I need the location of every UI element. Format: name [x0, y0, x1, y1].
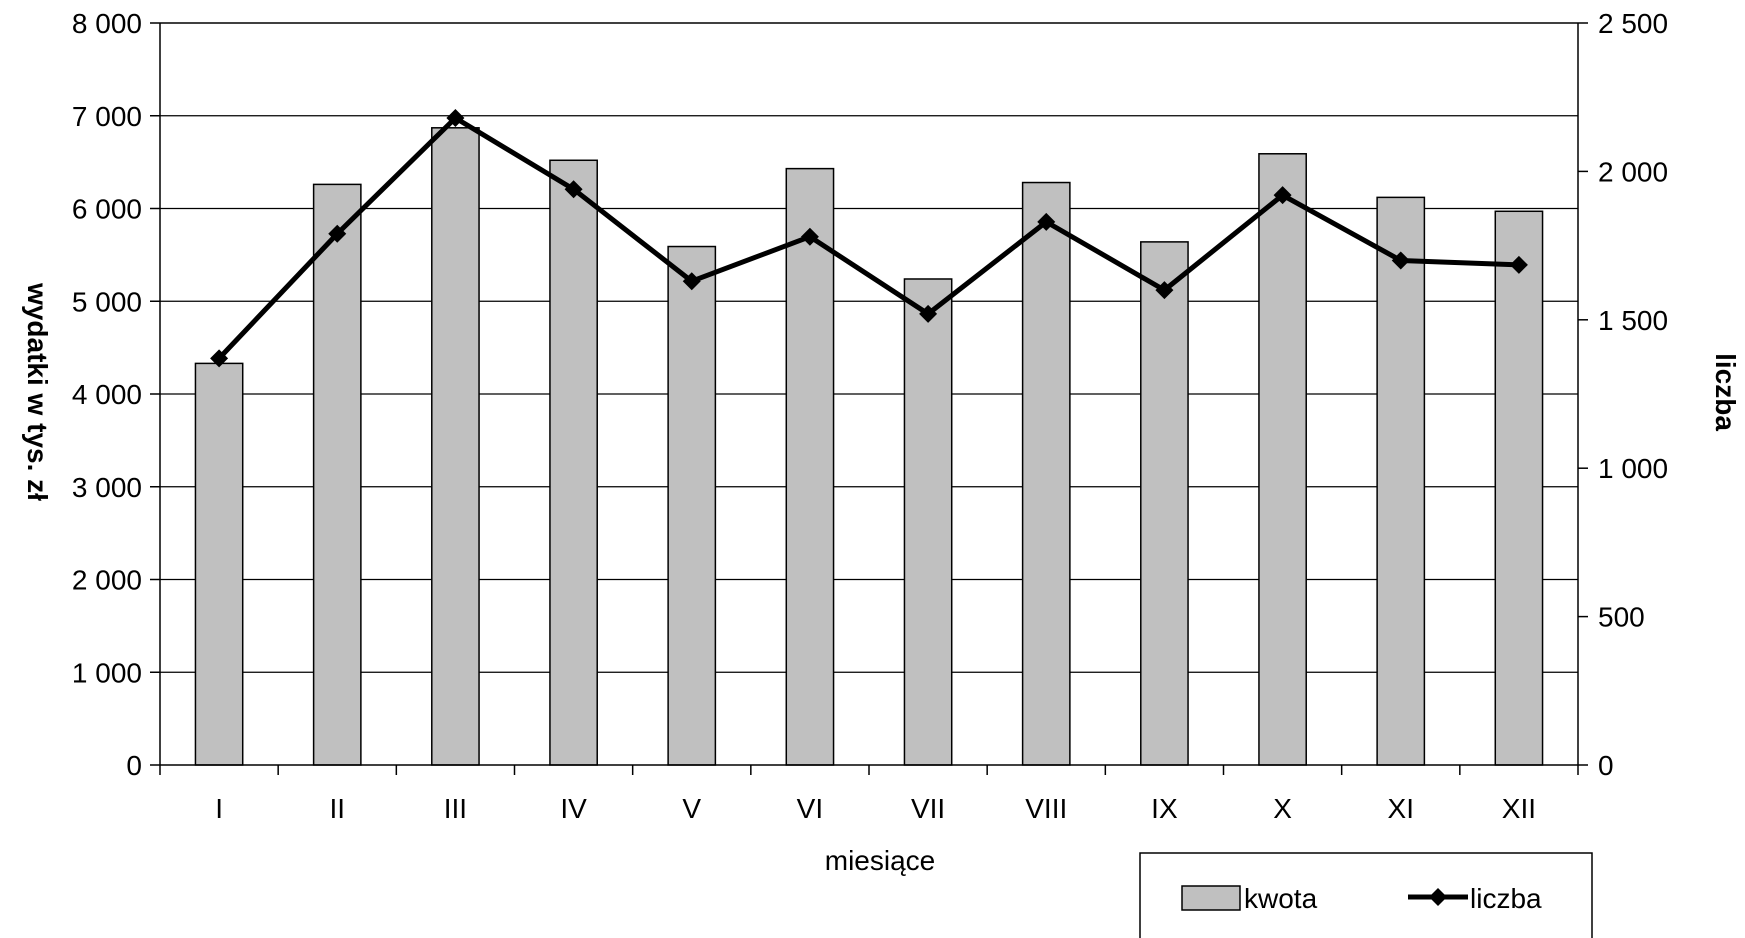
point-I	[210, 349, 229, 368]
right-tick-label: 1 000	[1598, 453, 1668, 484]
bar-VIII	[1021, 181, 1071, 766]
point-II	[328, 224, 347, 243]
gridlines	[160, 115, 1578, 673]
left-tick-label: 0	[126, 750, 142, 781]
x-tick-label: IX	[1151, 793, 1178, 824]
bar-series-kwota	[194, 127, 1544, 766]
line-path-liczba	[217, 115, 1520, 361]
x-tick-label: VIII	[1025, 793, 1067, 824]
bar-I	[194, 362, 244, 766]
point-X	[1273, 186, 1292, 205]
bar-III	[431, 127, 480, 766]
point-XII	[1509, 255, 1528, 274]
x-tick-label: IV	[560, 793, 587, 824]
point-IX	[1155, 281, 1174, 300]
bar-II	[312, 183, 362, 766]
point-XI	[1391, 251, 1410, 270]
bar-XII	[1494, 210, 1544, 766]
left-tick-label: 3 000	[72, 472, 142, 503]
x-tick-label: V	[682, 793, 701, 824]
left-tick-label: 5 000	[72, 286, 142, 317]
x-axis-title: miesiące	[825, 845, 935, 876]
left-tick-label: 2 000	[72, 565, 142, 596]
point-V	[682, 272, 701, 291]
legend: kwota liczba	[1139, 852, 1593, 938]
bar-VII	[903, 278, 953, 766]
bar-X	[1258, 153, 1307, 766]
left-tick-label: 7 000	[72, 101, 142, 132]
left-tick-label: 8 000	[72, 8, 142, 39]
right-tick-label: 1 500	[1598, 305, 1668, 336]
point-VII	[919, 304, 938, 323]
legend-marker-liczba	[1429, 888, 1447, 906]
x-tick-label: X	[1273, 793, 1292, 824]
x-tick-label: I	[215, 793, 223, 824]
bar-VI	[785, 167, 835, 766]
left-tick-label: 1 000	[72, 657, 142, 688]
bar-IV	[549, 159, 598, 766]
bar-IX	[1140, 241, 1189, 766]
point-III	[446, 108, 465, 127]
right-tick-label: 500	[1598, 602, 1645, 633]
right-axis: 0 500 1 000 1 500 2 000 2 500	[1577, 8, 1668, 781]
y-axis-title: wydatki w tys. zł	[22, 282, 53, 501]
legend-label-kwota: kwota	[1244, 883, 1318, 914]
legend-swatch-kwota	[1181, 885, 1241, 911]
y2-axis-title: liczba	[1710, 353, 1741, 431]
right-tick-label: 0	[1598, 750, 1614, 781]
left-tick-label: 6 000	[72, 194, 142, 225]
left-axis: 0 1 000 2 000 3 000 4 000 5 000 6 000 7 000 8 00…	[72, 8, 161, 781]
x-tick-label: III	[444, 793, 467, 824]
point-IV	[564, 180, 583, 199]
line-series-liczba	[210, 108, 1528, 368]
right-tick-label: 2 500	[1598, 8, 1668, 39]
legend-label-liczba: liczba	[1470, 883, 1542, 914]
bar-XI	[1376, 196, 1426, 766]
bar-V	[667, 245, 717, 766]
point-VIII	[1037, 212, 1056, 231]
x-tick-label: XII	[1502, 793, 1536, 824]
point-VI	[800, 227, 819, 246]
right-tick-label: 2 000	[1598, 156, 1668, 187]
left-tick-label: 4 000	[72, 379, 142, 410]
x-tick-label: VII	[911, 793, 945, 824]
x-tick-label: II	[329, 793, 345, 824]
x-tick-label: VI	[797, 793, 823, 824]
x-tick-label: XI	[1388, 793, 1414, 824]
x-axis: I II III IV V VI VII VIII IX X XI XII	[159, 764, 1579, 824]
